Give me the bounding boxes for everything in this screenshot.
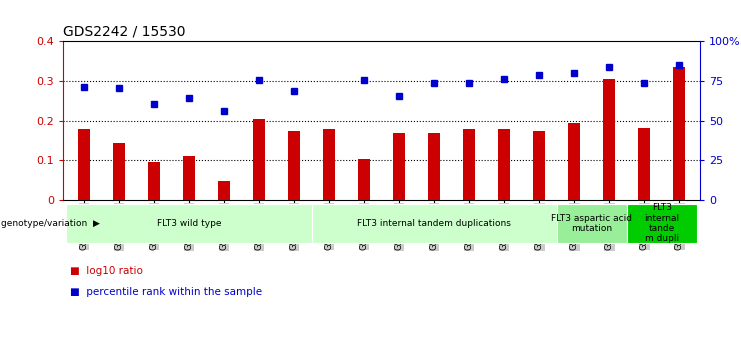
Text: FLT3
internal
tande
m dupli: FLT3 internal tande m dupli bbox=[644, 203, 679, 244]
Bar bbox=[113, 142, 125, 200]
Bar bbox=[183, 156, 195, 200]
Bar bbox=[78, 129, 90, 200]
Text: FLT3 wild type: FLT3 wild type bbox=[157, 219, 222, 228]
Text: ■  percentile rank within the sample: ■ percentile rank within the sample bbox=[70, 287, 262, 296]
Bar bbox=[253, 119, 265, 200]
Bar bbox=[218, 181, 230, 200]
Text: FLT3 internal tandem duplications: FLT3 internal tandem duplications bbox=[357, 219, 511, 228]
Bar bbox=[148, 162, 160, 200]
Text: ■  log10 ratio: ■ log10 ratio bbox=[70, 266, 143, 276]
Bar bbox=[568, 123, 580, 200]
Bar bbox=[393, 134, 405, 200]
Bar bbox=[603, 79, 615, 200]
Bar bbox=[533, 131, 545, 200]
Text: genotype/variation  ▶: genotype/variation ▶ bbox=[1, 219, 99, 228]
Bar bbox=[673, 67, 685, 200]
Bar bbox=[311, 204, 556, 243]
Bar bbox=[428, 134, 440, 200]
Bar bbox=[67, 204, 311, 243]
Bar bbox=[627, 204, 697, 243]
Bar bbox=[638, 128, 651, 200]
Bar bbox=[463, 129, 475, 200]
Bar bbox=[556, 204, 627, 243]
Bar bbox=[323, 129, 335, 200]
Text: FLT3 aspartic acid
mutation: FLT3 aspartic acid mutation bbox=[551, 214, 632, 233]
Text: GDS2242 / 15530: GDS2242 / 15530 bbox=[63, 25, 185, 39]
Bar bbox=[358, 159, 370, 200]
Bar bbox=[498, 129, 511, 200]
Bar bbox=[288, 131, 300, 200]
